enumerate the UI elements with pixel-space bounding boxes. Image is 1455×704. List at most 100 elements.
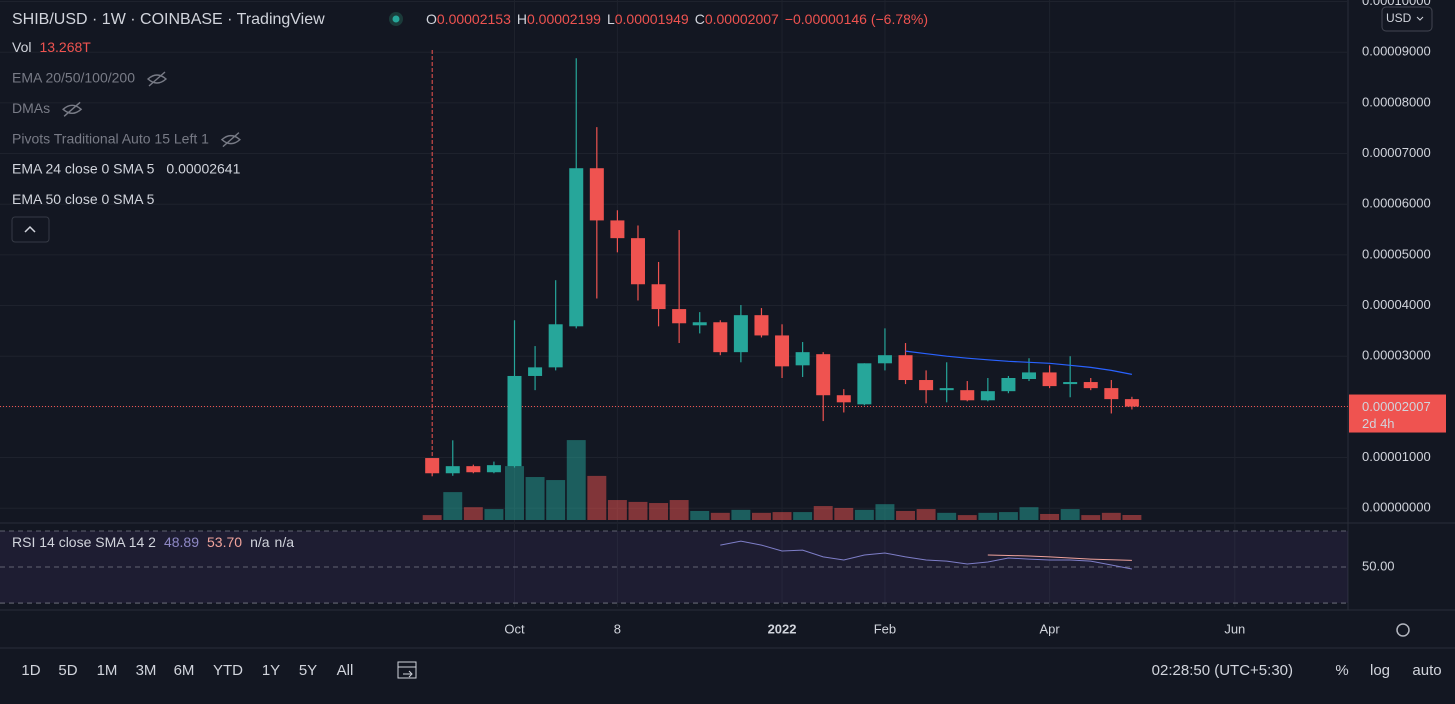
volume-bar (834, 507, 854, 520)
rsi-title: RSI 14 close SMA 14 2 (12, 534, 156, 550)
range-button[interactable]: 5Y (299, 662, 317, 679)
collapse-button[interactable] (11, 216, 50, 243)
volume-bar (607, 500, 627, 520)
volume-bar (731, 509, 751, 520)
exchange: COINBASE (140, 11, 223, 28)
volume-bar (1081, 515, 1101, 520)
y-tick-label: 0.00003000 (1362, 348, 1431, 363)
source: TradingView (237, 11, 325, 28)
range-button[interactable]: 6M (174, 662, 195, 679)
volume-bar (1101, 512, 1121, 520)
hidden-eye-icon[interactable] (62, 101, 83, 117)
volume-bar (525, 477, 545, 520)
date-range-icon[interactable] (397, 661, 417, 679)
volume-bar (978, 512, 998, 520)
symbol-line: SHIB/USD · 1W · COINBASE · TradingView (12, 11, 325, 28)
candle-body (775, 335, 790, 367)
ohlc-label: L (607, 11, 615, 27)
candle-body (857, 363, 872, 405)
x-tick-label: 2022 (768, 621, 797, 636)
rsi-value: 48.89 (164, 534, 199, 550)
ohlc-label: C (695, 11, 705, 27)
sep: · (126, 11, 140, 28)
range-button[interactable]: 1D (21, 662, 40, 679)
candle-body (980, 391, 995, 401)
candle-body (425, 458, 440, 474)
volume-bar (649, 503, 669, 520)
volume-bar (854, 509, 874, 520)
candle-body (836, 395, 851, 403)
y-tick-label: 0.00000000 (1362, 500, 1431, 515)
na: n/a (275, 534, 295, 550)
ohlc-value: 0.00001949 (615, 11, 689, 27)
settings-icon[interactable] (1396, 623, 1410, 637)
volume-bar (998, 512, 1018, 520)
indicator-label: DMAs (12, 100, 50, 116)
collapse-icon (24, 225, 36, 233)
scale-option[interactable]: auto (1412, 662, 1441, 679)
volume-bar (937, 512, 957, 520)
volume-bar (793, 512, 813, 520)
candle-body (610, 220, 625, 239)
candle-body (1083, 382, 1098, 389)
hidden-eye-icon[interactable] (220, 132, 241, 148)
rsi-sma-value: 53.70 (207, 534, 242, 550)
hidden-eye-icon[interactable] (146, 71, 168, 87)
candle-body (672, 309, 687, 324)
volume-bar (957, 515, 977, 520)
y-tick-label: 0.00006000 (1362, 196, 1431, 211)
range-button[interactable]: All (337, 662, 354, 679)
candle-body (507, 375, 522, 467)
volume-bar (587, 475, 607, 520)
volume-bar (546, 480, 566, 520)
candle-body (816, 354, 831, 396)
clock: 02:28:50 (UTC+5:30) (1152, 662, 1293, 679)
volume-bar (690, 510, 710, 520)
y-tick-label: 0.00007000 (1362, 145, 1431, 160)
range-button[interactable]: 3M (136, 662, 157, 679)
range-button[interactable]: 1M (97, 662, 118, 679)
y-tick-label: 0.00005000 (1362, 246, 1431, 261)
volume-bar (422, 515, 442, 520)
ema-value: 0.00002641 (166, 161, 240, 177)
indicator-label: EMA 20/50/100/200 (12, 70, 135, 86)
candle-body (569, 168, 584, 327)
volume-bar (669, 500, 689, 520)
volume-bar (813, 506, 833, 520)
candle-body (692, 322, 707, 326)
currency[interactable]: USD (1386, 11, 1412, 25)
candle-body (877, 355, 892, 364)
x-tick-label: Feb (874, 621, 896, 636)
currency-button[interactable] (1381, 6, 1433, 32)
scale-option[interactable]: % (1335, 662, 1348, 679)
candle-body (939, 388, 954, 391)
volume-bar (628, 501, 648, 520)
candle-body (713, 322, 728, 353)
candle-body (733, 315, 748, 353)
volume-bar (484, 509, 504, 520)
volume-bar (916, 509, 936, 520)
volume-bar (463, 507, 483, 520)
volume-bar (1060, 509, 1080, 520)
range-button[interactable]: 1Y (262, 662, 280, 679)
candle-body (486, 465, 501, 473)
candle-body (630, 238, 645, 285)
volume-label: Vol (12, 39, 31, 55)
volume-bar (896, 510, 915, 520)
range-button[interactable]: 5D (58, 662, 77, 679)
volume-bar (1122, 514, 1142, 520)
range-button[interactable]: YTD (213, 662, 243, 679)
x-tick-label: 8 (614, 621, 621, 636)
volume-last: 13.268T (39, 39, 91, 55)
rsi-tick-label: 50.00 (1362, 558, 1395, 573)
x-tick-label: Oct (504, 621, 525, 636)
indicator-legend: EMA 20/50/100/200 DMAs Pivots Traditional … (12, 70, 241, 207)
candle-body (1063, 382, 1078, 385)
na: n/a (250, 534, 270, 550)
candle-body (548, 324, 563, 368)
scale-option[interactable]: log (1370, 662, 1390, 679)
volume-bar (566, 440, 586, 520)
y-tick-label: 0.00004000 (1362, 297, 1431, 312)
sep: · (88, 11, 102, 28)
indicator-label: Pivots Traditional Auto 15 Left 1 (12, 130, 209, 146)
